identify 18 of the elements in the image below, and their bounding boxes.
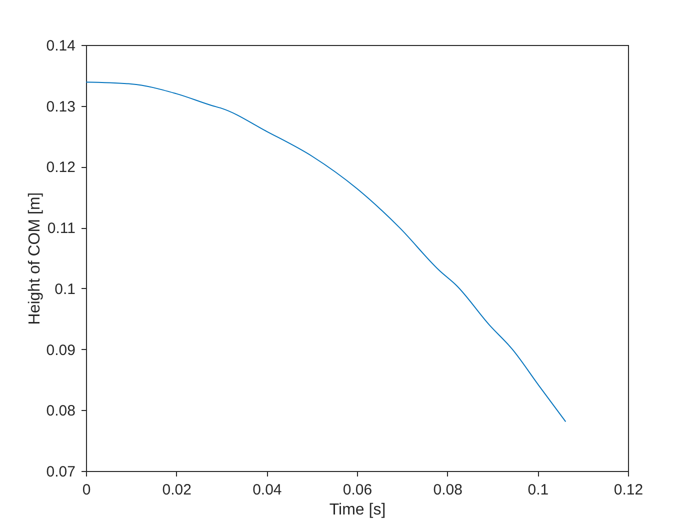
y-tick-label: 0.09 [46,342,76,359]
line-series [86,82,566,422]
x-tick-label: 0.04 [252,482,282,498]
x-tick-label: 0.08 [433,482,462,498]
x-tick-label: 0.02 [162,482,192,498]
y-tick-label: 0.08 [46,402,76,420]
y-axis-title: Height of COM [m] [26,192,44,325]
y-tick-label: 0.07 [46,464,76,480]
x-tick-label: 0.1 [528,482,549,498]
y-tick-label: 0.14 [46,38,76,54]
x-axis-title: Time [s] [329,502,386,518]
x-tick-label: 0.12 [614,482,644,498]
x-tick-label: 0 [82,482,91,498]
y-tick-label: 0.1 [54,280,76,298]
y-tick-label: 0.11 [47,220,76,238]
y-tick-label: 0.12 [46,159,76,176]
y-tick-label: 0.13 [46,98,76,116]
x-tick-label: 0.06 [342,482,372,498]
